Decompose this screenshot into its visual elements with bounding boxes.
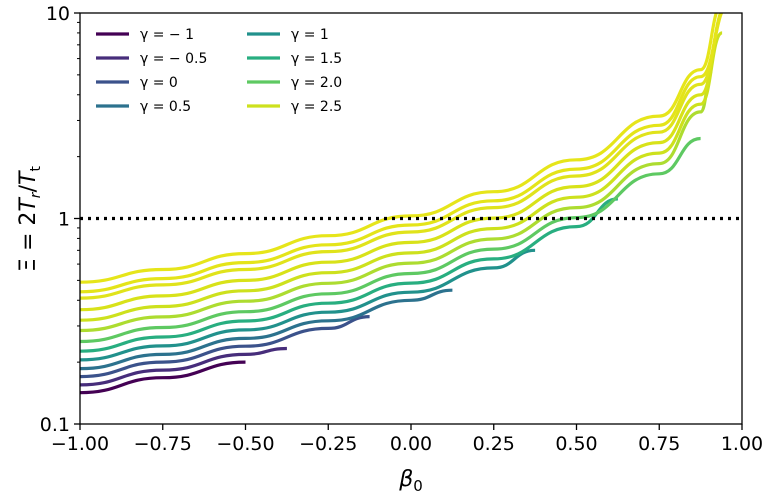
series-line-2 (80, 315, 370, 379)
legend-label: γ = 0 (140, 75, 178, 91)
x-tick-label: 0.75 (638, 433, 680, 455)
series-line-11 (80, 13, 724, 294)
y-axis-label: Ξ = 2Tr/Tt (16, 166, 44, 272)
series-line-5 (80, 197, 619, 353)
x-tick-label: 0.50 (555, 433, 597, 455)
series-line-8 (80, 31, 723, 322)
legend-label: γ = − 1 (140, 27, 194, 43)
series-line-4 (80, 248, 536, 362)
x-tick-label: −0.25 (299, 433, 357, 455)
series-line-3 (80, 288, 453, 371)
series-line-6 (80, 136, 701, 344)
y-tick-label: 1 (58, 209, 70, 231)
series-layer (80, 13, 724, 395)
tick-layer: −1.00 −0.75 −0.50 −0.25 0.00 0.25 0.50 0.75 1.00… (40, 3, 763, 455)
x-tick-label: 0.25 (473, 433, 515, 455)
series-line-0 (80, 360, 246, 395)
x-tick-label: −0.50 (216, 433, 274, 455)
series-line-9 (80, 13, 723, 312)
y-tick-label: 10 (46, 3, 70, 25)
y-tick-label: 0.1 (40, 414, 70, 436)
x-axis-label: β0 (398, 467, 423, 495)
legend-label: γ = 2.5 (291, 99, 342, 115)
legend-label: γ = 1.5 (291, 51, 342, 67)
series-line-12 (80, 13, 718, 284)
legend-label: γ = 1 (291, 27, 329, 43)
x-tick-label: −0.75 (134, 433, 192, 455)
series-line-7 (80, 69, 714, 333)
legend-label: γ = − 0.5 (140, 51, 207, 67)
legend-label: γ = 0.5 (140, 99, 191, 115)
x-tick-label: −1.00 (51, 433, 109, 455)
legend-label: γ = 2.0 (291, 75, 342, 91)
x-tick-label: 0.00 (390, 433, 432, 455)
x-tick-label: 1.00 (721, 433, 763, 455)
series-line-10 (80, 13, 723, 300)
legend: γ = − 1 γ = − 0.5 γ = 0 γ = 0.5 γ = 1 γ = 1.5… (96, 27, 342, 115)
series-line-1 (80, 346, 287, 387)
